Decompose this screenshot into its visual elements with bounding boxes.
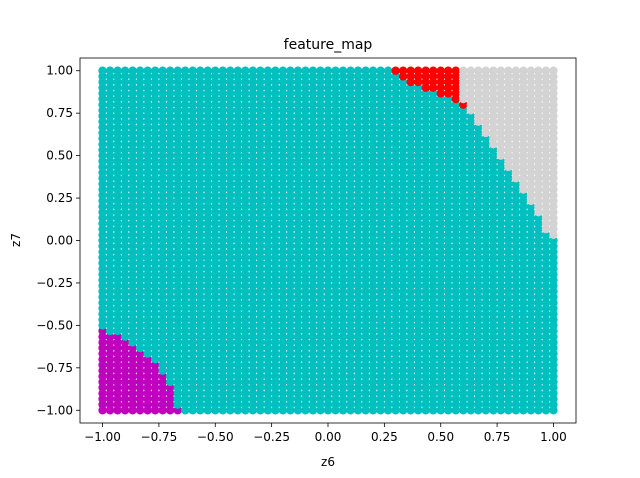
scatter-point — [376, 66, 385, 75]
scatter-point — [150, 66, 160, 75]
x-tick-label: 0.75 — [484, 430, 511, 444]
y-tick-label: 0.50 — [46, 149, 73, 163]
scatter-point — [120, 66, 130, 75]
chart-title: feature_map — [284, 37, 373, 53]
scatter-point — [466, 66, 475, 75]
scatter-point — [444, 66, 453, 75]
y-tick-label: 0.25 — [46, 191, 73, 205]
scatter-point — [241, 66, 250, 75]
scatter-point — [526, 66, 536, 75]
scatter-point — [474, 66, 483, 75]
scatter-point — [413, 66, 423, 75]
scatter-point — [368, 66, 378, 75]
x-tick-label: 0.25 — [371, 430, 398, 444]
scatter-point — [226, 66, 235, 75]
scatter-point — [481, 66, 491, 75]
scatter-point — [346, 66, 355, 75]
scatter-point — [398, 66, 408, 75]
scatter-point — [271, 66, 280, 75]
scatter-point — [429, 66, 438, 75]
scatter-point — [549, 66, 558, 75]
scatter-point — [331, 66, 340, 75]
x-tick-label: −0.75 — [141, 430, 178, 444]
scatter-point — [308, 66, 318, 75]
scatter-point — [98, 66, 107, 75]
scatter-point — [361, 66, 370, 75]
scatter-point — [301, 66, 310, 75]
x-tick-label: 1.00 — [540, 430, 567, 444]
scatter-point — [218, 66, 227, 75]
y-tick-label: −1.00 — [36, 403, 73, 417]
scatter-point — [286, 66, 295, 75]
y-tick-label: −0.75 — [36, 361, 73, 375]
scatter-point — [203, 66, 212, 75]
scatter-point — [135, 66, 145, 75]
scatter-point — [256, 66, 265, 75]
scatter-point — [158, 66, 167, 75]
scatter-point — [143, 66, 152, 75]
scatter-point — [421, 66, 430, 75]
scatter-point — [233, 66, 243, 75]
scatter-point — [406, 66, 415, 75]
y-tick-label: 1.00 — [46, 64, 73, 78]
scatter-point — [316, 66, 325, 75]
scatter-point — [489, 66, 498, 75]
scatter-point — [459, 66, 468, 75]
scatter-point — [496, 66, 506, 75]
x-tick-label: −0.50 — [197, 430, 234, 444]
scatter-point — [105, 66, 115, 75]
scatter-point — [541, 66, 551, 75]
scatter-point — [293, 66, 303, 75]
scatter-point — [451, 66, 460, 75]
y-axis-ticks: −1.00 −0.75 −0.50 −0.25 0.00 0.25 0.50 0.75 1.00 — [36, 64, 80, 417]
scatter-point — [511, 66, 521, 75]
scatter-point — [504, 66, 513, 75]
y-tick-label: 0.75 — [46, 106, 73, 120]
y-axis-label: z7 — [9, 233, 23, 247]
y-tick-label: −0.50 — [36, 318, 73, 332]
scatter-point — [436, 66, 445, 75]
scatter-point — [519, 66, 528, 75]
scatter-point — [181, 66, 190, 75]
scatter-point — [534, 66, 543, 75]
y-tick-label: 0.00 — [46, 234, 73, 248]
y-tick-label: −0.25 — [36, 276, 73, 290]
scatter-point — [278, 66, 288, 75]
x-tick-label: 0.00 — [315, 430, 342, 444]
scatter-points — [98, 66, 558, 415]
scatter-point — [128, 66, 137, 75]
scatter-point — [188, 66, 197, 75]
x-tick-label: −0.25 — [253, 430, 290, 444]
scatter-point — [263, 66, 273, 75]
x-tick-label: −1.00 — [84, 430, 121, 444]
x-tick-label: 0.50 — [427, 430, 454, 444]
scatter-point — [383, 66, 393, 75]
scatter-point — [323, 66, 333, 75]
scatter-point — [338, 66, 348, 75]
scatter-point — [165, 66, 175, 75]
scatter-point — [353, 66, 363, 75]
scatter-point — [211, 66, 220, 75]
x-axis-ticks: −1.00 −0.75 −0.50 −0.25 0.00 0.25 0.50 0.75 1.00 — [84, 423, 567, 444]
x-axis-label: z6 — [321, 455, 335, 469]
scatter-point — [173, 66, 182, 75]
scatter-point — [248, 66, 258, 75]
scatter-point — [391, 66, 400, 75]
scatter-point — [196, 66, 205, 75]
scatter-point — [113, 66, 122, 75]
